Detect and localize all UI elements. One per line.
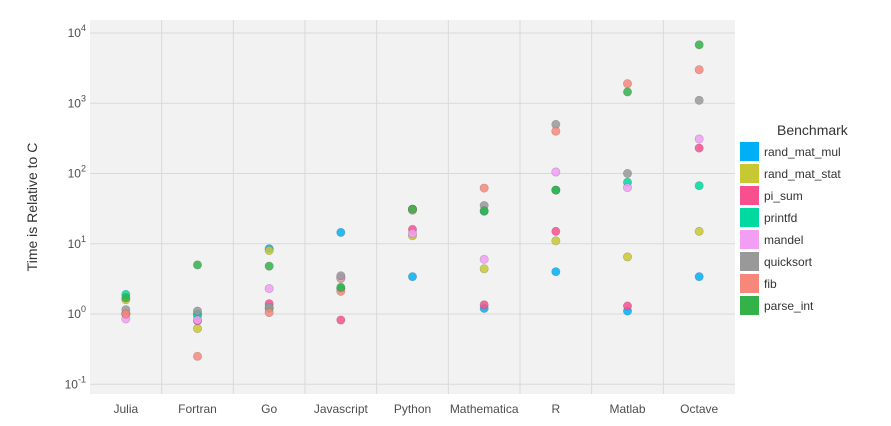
data-point <box>694 143 704 153</box>
x-tick-label: Javascript <box>314 402 369 416</box>
data-point <box>121 293 131 303</box>
data-point <box>622 169 632 179</box>
data-point <box>407 204 417 214</box>
legend-label: pi_sum <box>764 189 803 203</box>
y-tick-label: 10-1 <box>65 374 86 391</box>
y-tick-label: 103 <box>68 93 86 110</box>
data-point <box>694 134 704 144</box>
data-point <box>479 183 489 193</box>
x-tick-label: Fortran <box>178 402 217 416</box>
x-axis-ticks: Julia Fortran Go Javascript Python Mathematic… <box>113 402 718 416</box>
y-tick-label: 100 <box>68 304 86 321</box>
x-tick-label: Mathematica <box>450 402 519 416</box>
legend-title: Benchmark <box>777 122 849 138</box>
data-point <box>694 272 704 282</box>
data-point <box>694 40 704 50</box>
data-point <box>622 252 632 262</box>
data-points <box>121 40 704 361</box>
x-tick-label: Python <box>394 402 431 416</box>
legend-swatch <box>740 142 759 161</box>
data-point <box>622 87 632 97</box>
legend-swatch <box>740 230 759 249</box>
legend-label: mandel <box>764 233 803 247</box>
y-axis-title: Time is Relative to C <box>24 143 40 272</box>
legend-swatch <box>740 208 759 227</box>
legend-label: rand_mat_stat <box>764 167 841 181</box>
data-point <box>622 301 632 311</box>
data-point <box>264 284 274 294</box>
data-point <box>622 183 632 193</box>
legend-swatch <box>740 164 759 183</box>
legend-label: rand_mat_mul <box>764 145 841 159</box>
legend-swatch <box>740 252 759 271</box>
grid <box>90 20 735 394</box>
data-point <box>551 126 561 136</box>
legend: Benchmark rand_mat_mul rand_mat_stat pi_su… <box>740 122 849 315</box>
data-point <box>551 226 561 236</box>
legend-label: printfd <box>764 211 797 225</box>
data-point <box>193 306 203 316</box>
legend-label: fib <box>764 277 777 291</box>
data-point <box>336 227 346 237</box>
data-point <box>193 351 203 361</box>
data-point <box>336 282 346 292</box>
data-point <box>551 267 561 277</box>
data-point <box>121 309 131 319</box>
data-point <box>694 181 704 191</box>
x-tick-label: Go <box>261 402 277 416</box>
x-tick-label: Octave <box>680 402 718 416</box>
data-point <box>479 254 489 264</box>
legend-label: parse_int <box>764 299 814 313</box>
x-tick-label: Matlab <box>609 402 645 416</box>
x-tick-label: Julia <box>113 402 138 416</box>
data-point <box>694 65 704 75</box>
data-point <box>551 185 561 195</box>
legend-swatch <box>740 274 759 293</box>
data-point <box>193 260 203 270</box>
data-point <box>336 271 346 281</box>
data-point <box>193 324 203 334</box>
data-point <box>336 315 346 325</box>
data-point <box>622 79 632 89</box>
data-point <box>479 300 489 310</box>
data-point <box>479 264 489 274</box>
y-tick-label: 102 <box>68 164 86 181</box>
data-point <box>407 228 417 238</box>
data-point <box>551 236 561 246</box>
legend-label: quicksort <box>764 255 813 269</box>
data-point <box>694 95 704 105</box>
data-point <box>264 246 274 256</box>
y-tick-label: 101 <box>68 234 86 251</box>
data-point <box>264 261 274 271</box>
legend-swatch <box>740 186 759 205</box>
legend-swatch <box>740 296 759 315</box>
data-point <box>479 206 489 216</box>
data-point <box>193 315 203 325</box>
data-point <box>264 308 274 318</box>
data-point <box>551 167 561 177</box>
y-tick-label: 104 <box>68 23 86 40</box>
data-point <box>407 272 417 282</box>
x-tick-label: R <box>551 402 560 416</box>
data-point <box>694 226 704 236</box>
y-axis-ticks: 10-1 100 101 102 103 104 <box>65 23 86 391</box>
